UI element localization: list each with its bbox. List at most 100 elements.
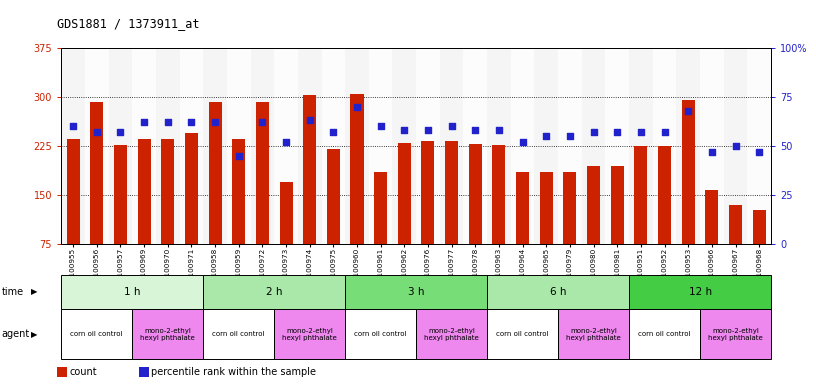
Bar: [61, 275, 203, 309]
Bar: [635, 146, 647, 244]
Bar: [162, 139, 174, 244]
Bar: [469, 144, 481, 244]
Text: time: time: [2, 287, 24, 297]
Point: [492, 127, 505, 133]
Text: ▶: ▶: [31, 287, 38, 296]
Point: [279, 139, 292, 145]
Point: [752, 149, 765, 155]
Bar: [351, 94, 363, 244]
Bar: [345, 309, 416, 359]
Bar: [440, 48, 463, 244]
Bar: [416, 48, 440, 244]
Text: 1 h: 1 h: [124, 287, 140, 297]
Bar: [392, 48, 416, 244]
Bar: [416, 309, 487, 359]
Bar: [558, 48, 582, 244]
Point: [658, 129, 671, 135]
Text: mono-2-ethyl
hexyl phthalate: mono-2-ethyl hexyl phthalate: [282, 328, 337, 341]
Bar: [540, 172, 552, 244]
Point: [587, 129, 600, 135]
Bar: [534, 48, 558, 244]
Text: count: count: [69, 367, 97, 377]
Bar: [256, 102, 268, 244]
Bar: [747, 48, 771, 244]
Bar: [67, 139, 79, 244]
Bar: [375, 172, 387, 244]
Text: mono-2-ethyl
hexyl phthalate: mono-2-ethyl hexyl phthalate: [566, 328, 621, 341]
Bar: [298, 48, 322, 244]
Bar: [233, 139, 245, 244]
Point: [326, 129, 339, 135]
Point: [729, 143, 742, 149]
Bar: [274, 309, 345, 359]
Point: [421, 127, 434, 133]
Bar: [588, 166, 600, 244]
Bar: [304, 95, 316, 244]
Bar: [446, 141, 458, 244]
Bar: [109, 48, 132, 244]
Point: [374, 123, 387, 129]
Point: [681, 108, 694, 114]
Bar: [61, 48, 85, 244]
Bar: [322, 48, 345, 244]
Point: [232, 152, 245, 159]
Point: [161, 119, 175, 126]
Bar: [369, 48, 392, 244]
Point: [705, 149, 718, 155]
Text: 3 h: 3 h: [408, 287, 424, 297]
Point: [208, 119, 221, 126]
Text: corn oil control: corn oil control: [70, 331, 123, 337]
Bar: [700, 309, 771, 359]
Bar: [132, 48, 156, 244]
Bar: [629, 309, 700, 359]
Bar: [422, 141, 434, 244]
Bar: [91, 102, 103, 244]
Bar: [653, 48, 676, 244]
Bar: [682, 100, 694, 244]
Bar: [487, 275, 629, 309]
Bar: [487, 48, 511, 244]
Bar: [659, 146, 671, 244]
Text: 2 h: 2 h: [266, 287, 282, 297]
Point: [137, 119, 150, 126]
Point: [563, 133, 576, 139]
Text: corn oil control: corn oil control: [354, 331, 407, 337]
Bar: [185, 133, 197, 244]
Point: [445, 123, 458, 129]
Text: mono-2-ethyl
hexyl phthalate: mono-2-ethyl hexyl phthalate: [424, 328, 479, 341]
Bar: [203, 48, 227, 244]
Bar: [209, 101, 221, 244]
Text: mono-2-ethyl
hexyl phthalate: mono-2-ethyl hexyl phthalate: [140, 328, 195, 341]
Point: [184, 119, 197, 126]
Text: mono-2-ethyl
hexyl phthalate: mono-2-ethyl hexyl phthalate: [708, 328, 763, 341]
Bar: [493, 145, 505, 244]
Text: 12 h: 12 h: [689, 287, 712, 297]
Point: [397, 127, 410, 133]
Bar: [511, 48, 534, 244]
Point: [90, 129, 103, 135]
Bar: [345, 48, 369, 244]
Bar: [605, 48, 629, 244]
Bar: [463, 48, 487, 244]
Point: [350, 104, 363, 110]
Point: [468, 127, 481, 133]
Point: [610, 129, 623, 135]
Point: [255, 119, 268, 126]
Bar: [61, 309, 132, 359]
Bar: [398, 143, 410, 244]
Bar: [203, 309, 274, 359]
Point: [635, 129, 648, 135]
Point: [303, 118, 316, 124]
Text: corn oil control: corn oil control: [212, 331, 265, 337]
Bar: [706, 190, 718, 244]
Text: 6 h: 6 h: [550, 287, 566, 297]
Text: corn oil control: corn oil control: [638, 331, 691, 337]
Bar: [730, 205, 742, 244]
Bar: [676, 48, 700, 244]
Bar: [753, 210, 765, 244]
Bar: [274, 48, 298, 244]
Bar: [629, 48, 653, 244]
Bar: [251, 48, 274, 244]
Bar: [558, 309, 629, 359]
Bar: [132, 309, 203, 359]
